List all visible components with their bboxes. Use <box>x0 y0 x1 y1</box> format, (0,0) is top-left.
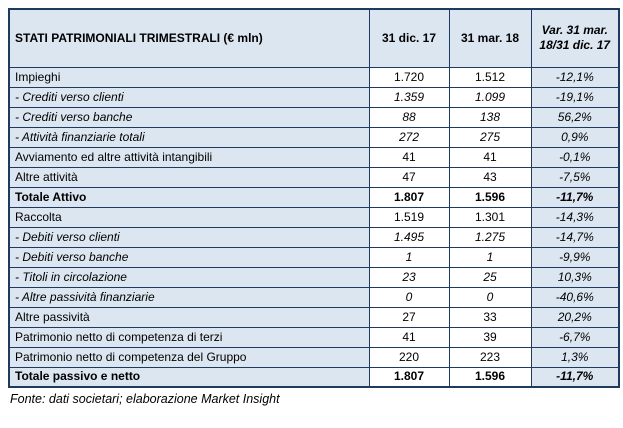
value-var: -7,5% <box>530 166 620 188</box>
column-header-mar18: 31 mar. 18 <box>448 8 532 68</box>
value-mar18: 0 <box>448 286 532 308</box>
value-dec17: 1.495 <box>368 226 450 248</box>
table-row: - Attività finanziarie totali 272 275 0,9% <box>8 126 620 148</box>
table-row: Impieghi 1.720 1.512 -12,1% <box>8 66 620 88</box>
value-var: -14,3% <box>530 206 620 228</box>
value-dec17: 0 <box>368 286 450 308</box>
value-var: -6,7% <box>530 326 620 348</box>
table-row: - Debiti verso clienti 1.495 1.275 -14,7% <box>8 226 620 248</box>
table-body: Impieghi 1.720 1.512 -12,1% - Crediti verso … <box>8 66 620 388</box>
value-mar18: 25 <box>448 266 532 288</box>
value-dec17: 1.807 <box>368 366 450 388</box>
row-label: Altre attività <box>8 166 370 188</box>
value-dec17: 1.720 <box>368 66 450 88</box>
row-label: - Debiti verso clienti <box>8 226 370 248</box>
value-dec17: 1.807 <box>368 186 450 208</box>
value-dec17: 23 <box>368 266 450 288</box>
value-dec17: 47 <box>368 166 450 188</box>
value-var: -40,6% <box>530 286 620 308</box>
table-row: Altre attività 47 43 -7,5% <box>8 166 620 188</box>
row-label: Patrimonio netto di competenza del Grupp… <box>8 346 370 368</box>
table-row: Patrimonio netto di competenza di terzi 4… <box>8 326 620 348</box>
value-mar18: 33 <box>448 306 532 328</box>
column-header-dec17: 31 dic. 17 <box>368 8 450 68</box>
row-label: Altre passività <box>8 306 370 328</box>
table-row: Avviamento ed altre attività intangibili… <box>8 146 620 168</box>
value-var: -11,7% <box>530 186 620 208</box>
value-mar18: 275 <box>448 126 532 148</box>
value-var: 20,2% <box>530 306 620 328</box>
table-row: - Titoli in circolazione 23 25 10,3% <box>8 266 620 288</box>
table-row: Altre passività 27 33 20,2% <box>8 306 620 328</box>
value-var: -19,1% <box>530 86 620 108</box>
value-mar18: 1 <box>448 246 532 268</box>
table-row: Totale passivo e netto 1.807 1.596 -11,7% <box>8 366 620 388</box>
value-dec17: 41 <box>368 146 450 168</box>
value-dec17: 88 <box>368 106 450 128</box>
value-dec17: 272 <box>368 126 450 148</box>
value-dec17: 1.519 <box>368 206 450 228</box>
row-label: Impieghi <box>8 66 370 88</box>
value-var: 10,3% <box>530 266 620 288</box>
row-label: - Altre passività finanziarie <box>8 286 370 308</box>
value-dec17: 41 <box>368 326 450 348</box>
row-label: - Debiti verso banche <box>8 246 370 268</box>
value-dec17: 220 <box>368 346 450 368</box>
value-mar18: 1.596 <box>448 366 532 388</box>
value-dec17: 1 <box>368 246 450 268</box>
table-row: Totale Attivo 1.807 1.596 -11,7% <box>8 186 620 208</box>
table-row: Patrimonio netto di competenza del Grupp… <box>8 346 620 368</box>
table-header-row: STATI PATRIMONIALI TRIMESTRALI (€ mln) 3… <box>8 8 620 68</box>
value-var: 56,2% <box>530 106 620 128</box>
value-var: 1,3% <box>530 346 620 368</box>
value-var: -12,1% <box>530 66 620 88</box>
value-dec17: 1.359 <box>368 86 450 108</box>
value-var: -11,7% <box>530 366 620 388</box>
row-label: Patrimonio netto di competenza di terzi <box>8 326 370 348</box>
table-row: - Crediti verso banche 88 138 56,2% <box>8 106 620 128</box>
row-label: Avviamento ed altre attività intangibili <box>8 146 370 168</box>
value-var: -9,9% <box>530 246 620 268</box>
quarterly-balance-sheet-table: STATI PATRIMONIALI TRIMESTRALI (€ mln) 3… <box>8 8 620 388</box>
value-mar18: 1.301 <box>448 206 532 228</box>
value-mar18: 1.099 <box>448 86 532 108</box>
table-row: Raccolta 1.519 1.301 -14,3% <box>8 206 620 228</box>
table-row: - Crediti verso clienti 1.359 1.099 -19,1% <box>8 86 620 108</box>
value-mar18: 39 <box>448 326 532 348</box>
value-mar18: 41 <box>448 146 532 168</box>
source-note: Fonte: dati societari; elaborazione Mark… <box>10 392 280 406</box>
table-title: STATI PATRIMONIALI TRIMESTRALI (€ mln) <box>8 8 370 68</box>
row-label: - Attività finanziarie totali <box>8 126 370 148</box>
value-mar18: 138 <box>448 106 532 128</box>
value-mar18: 1.596 <box>448 186 532 208</box>
value-var: 0,9% <box>530 126 620 148</box>
row-label: - Titoli in circolazione <box>8 266 370 288</box>
value-mar18: 1.275 <box>448 226 532 248</box>
value-var: -0,1% <box>530 146 620 168</box>
row-label: Raccolta <box>8 206 370 228</box>
table-row: - Altre passività finanziarie 0 0 -40,6% <box>8 286 620 308</box>
column-header-var: Var. 31 mar. 18/31 dic. 17 <box>530 8 620 68</box>
row-label: - Crediti verso clienti <box>8 86 370 108</box>
value-mar18: 223 <box>448 346 532 368</box>
table-row: - Debiti verso banche 1 1 -9,9% <box>8 246 620 268</box>
value-dec17: 27 <box>368 306 450 328</box>
value-mar18: 43 <box>448 166 532 188</box>
row-label: Totale Attivo <box>8 186 370 208</box>
value-mar18: 1.512 <box>448 66 532 88</box>
page: STATI PATRIMONIALI TRIMESTRALI (€ mln) 3… <box>8 8 620 406</box>
value-var: -14,7% <box>530 226 620 248</box>
row-label: - Crediti verso banche <box>8 106 370 128</box>
row-label: Totale passivo e netto <box>8 366 370 388</box>
